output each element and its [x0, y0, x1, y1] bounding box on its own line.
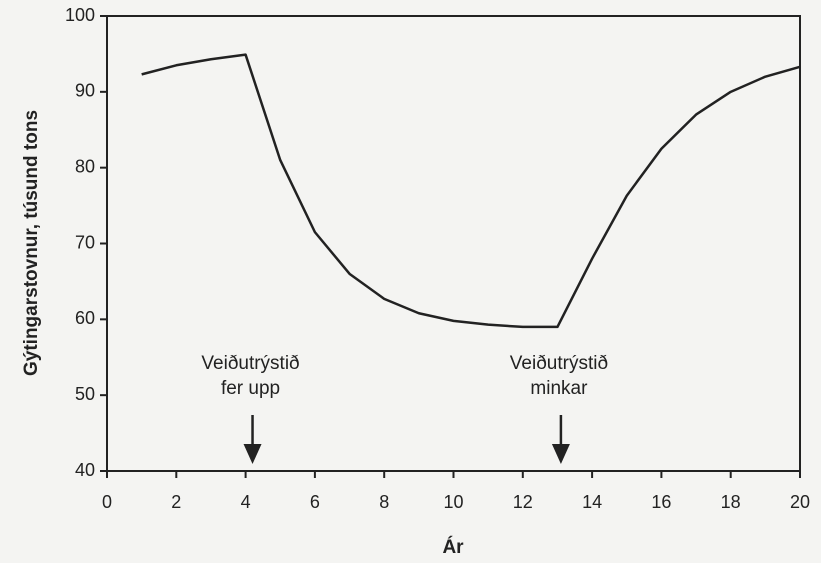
x-tick-label: 20 — [790, 492, 810, 512]
x-tick-label: 6 — [310, 492, 320, 512]
y-tick-label: 60 — [75, 308, 95, 328]
annotation: Veiðutrýstið — [201, 353, 299, 374]
x-tick-label: 18 — [721, 492, 741, 512]
annotation: minkar — [530, 378, 588, 399]
y-tick-label: 50 — [75, 384, 95, 404]
x-tick-label: 12 — [513, 492, 533, 512]
x-tick-label: 14 — [582, 492, 602, 512]
annotation-arrowhead — [243, 444, 262, 464]
plot-frame — [106, 15, 801, 472]
x-tick-label: 10 — [443, 492, 463, 512]
x-tick-label: 16 — [651, 492, 671, 512]
x-axis-title: Ár — [442, 536, 464, 558]
annotation: Veiðutrýstið — [510, 353, 608, 374]
y-tick-label: 40 — [75, 460, 95, 480]
annotation-arrowhead — [551, 444, 570, 464]
y-axis-title: Gýtingarstovnur, túsund tons — [21, 110, 42, 376]
x-tick-label: 4 — [241, 492, 251, 512]
y-tick-label: 100 — [65, 5, 95, 25]
y-tick-label: 90 — [75, 81, 95, 101]
y-tick-label: 80 — [75, 156, 95, 176]
line — [141, 53, 801, 329]
annotation: fer upp — [221, 378, 280, 399]
x-tick-label: 0 — [102, 492, 112, 512]
y-tick-label: 70 — [75, 232, 95, 252]
x-tick-label: 2 — [171, 492, 181, 512]
x-tick-label: 8 — [379, 492, 389, 512]
